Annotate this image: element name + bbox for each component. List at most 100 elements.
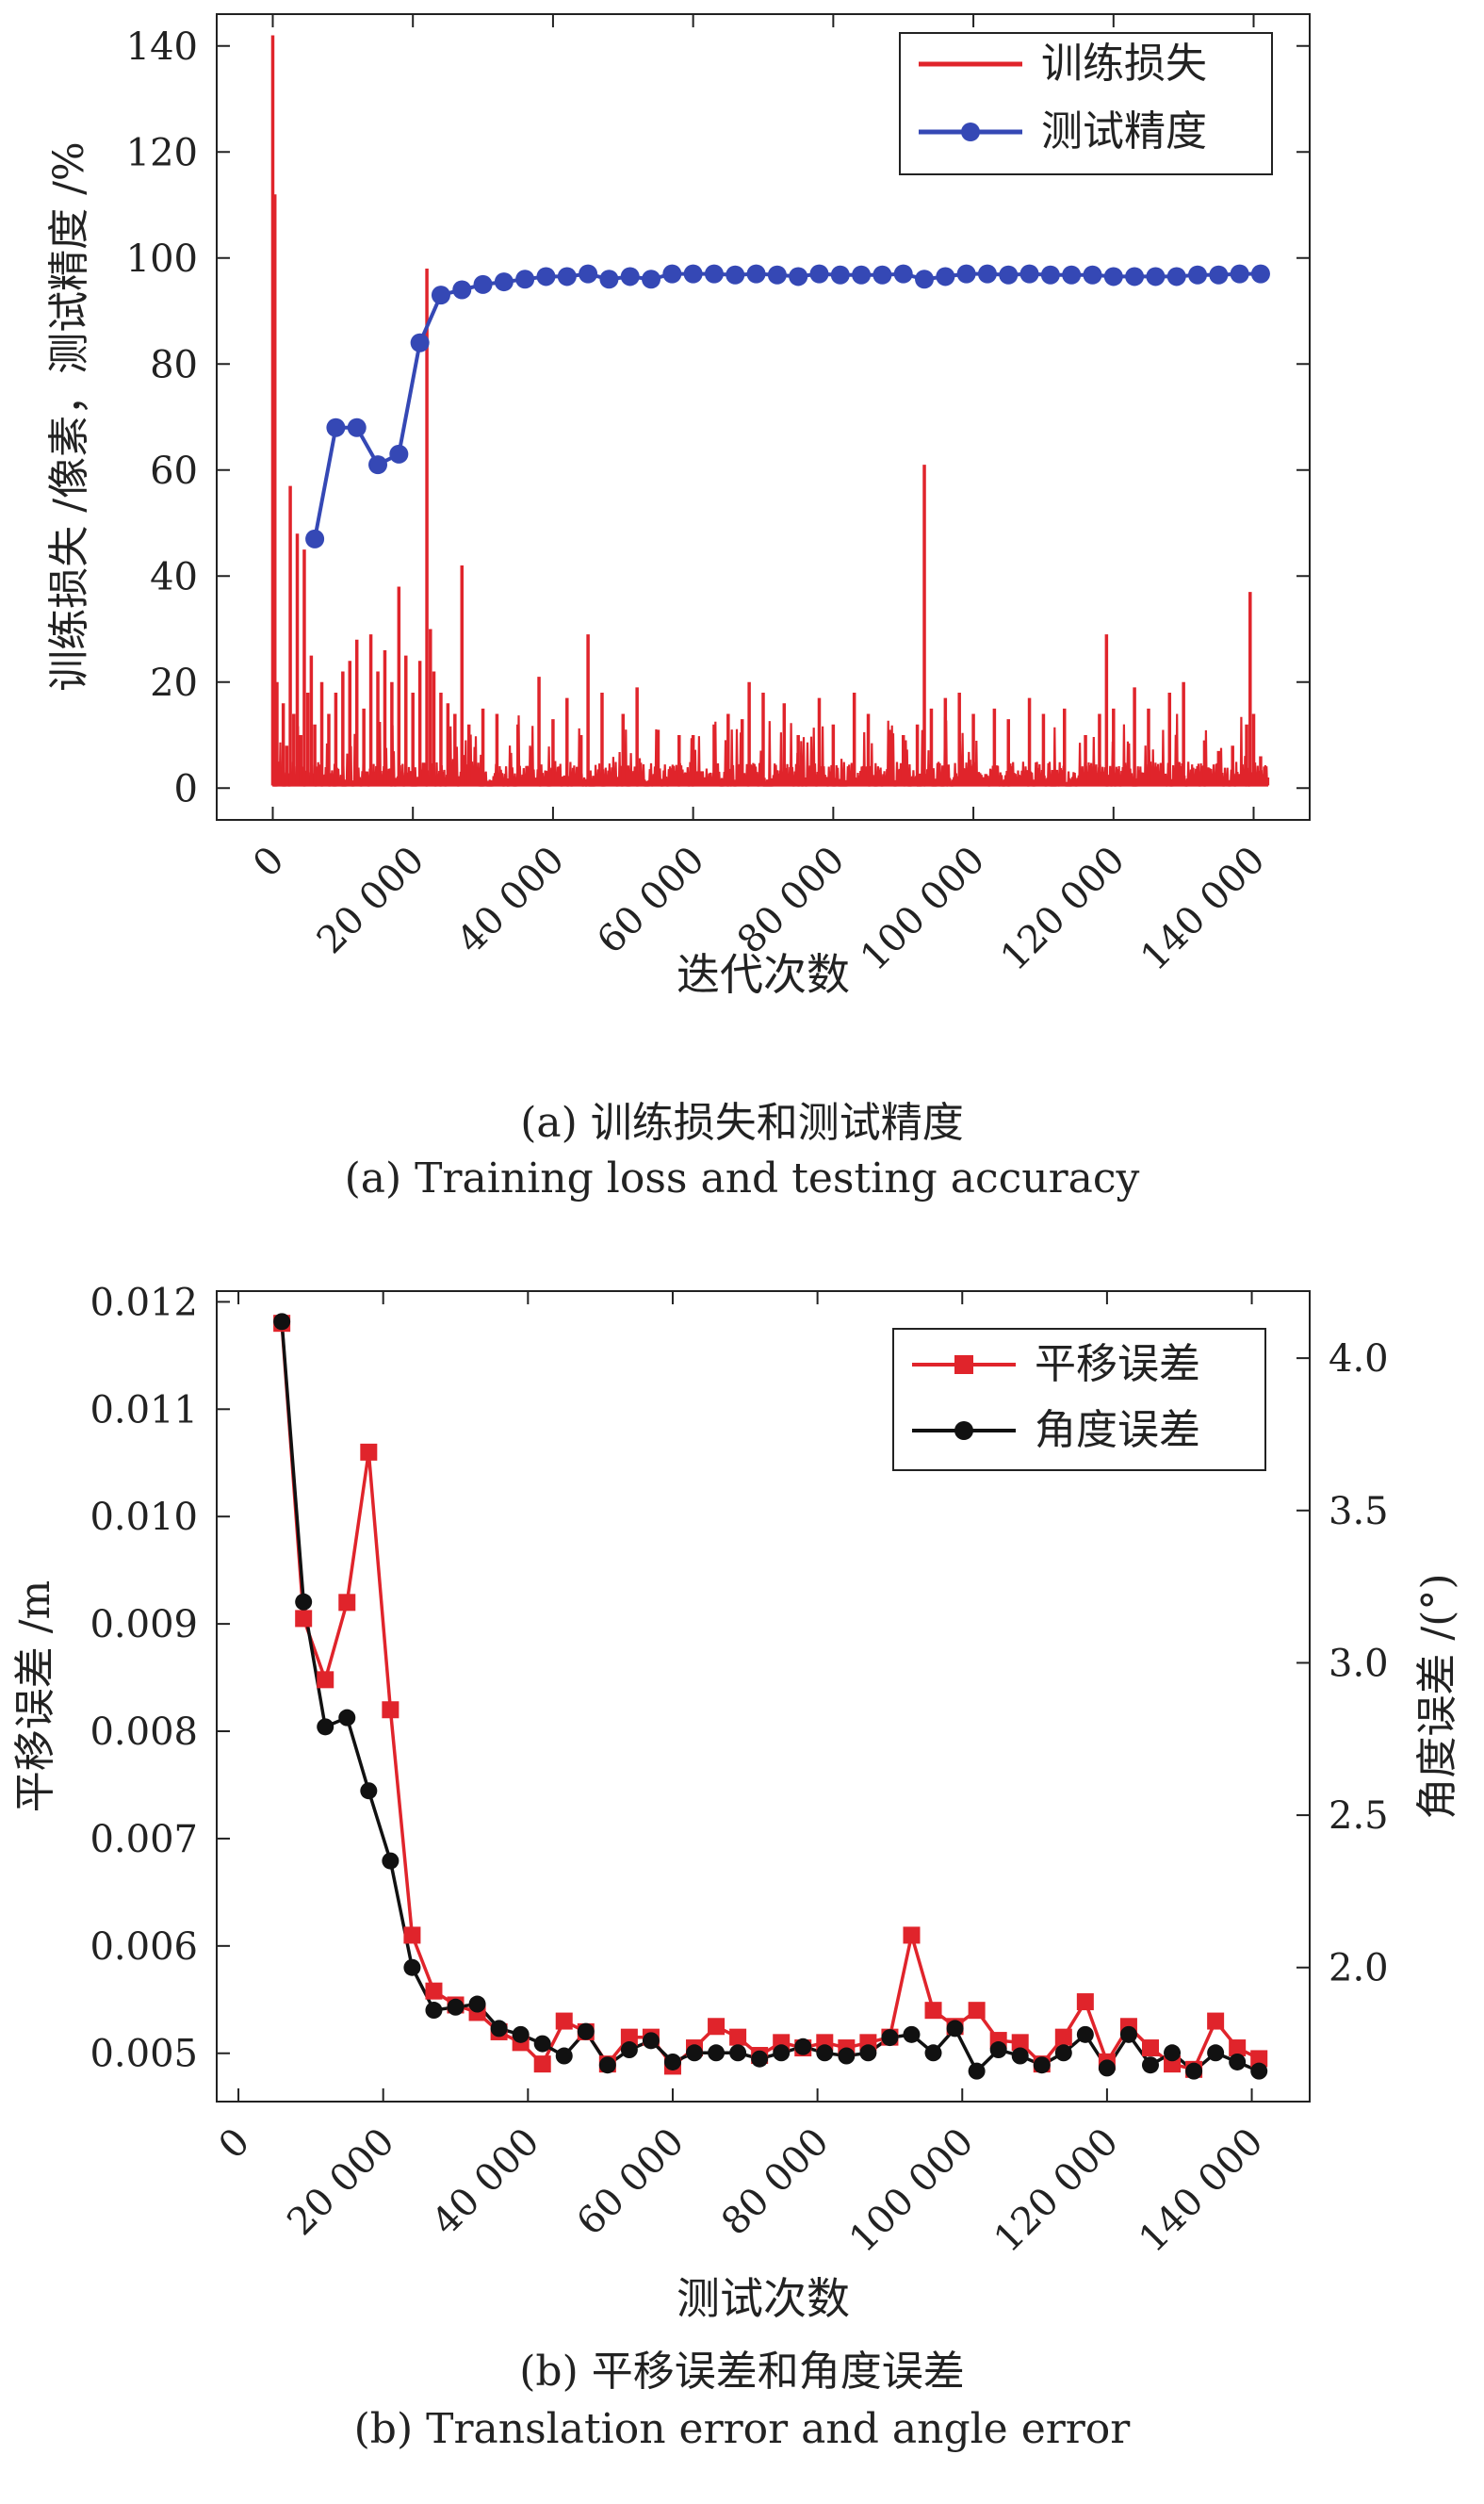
chart-a-x-tick-label: 0 (245, 839, 293, 887)
angle-error-point (1076, 2025, 1094, 2043)
chart-b-right-y-tick-label: 2.0 (1329, 1947, 1389, 1990)
angle-error-point (794, 2038, 812, 2055)
angle-error-point (382, 1852, 400, 1870)
angle-error-point (533, 2035, 551, 2053)
test-accuracy-point (1019, 264, 1039, 284)
angle-error-point (1011, 2047, 1029, 2065)
translation-error-point (360, 1443, 378, 1461)
angle-error-point (1033, 2056, 1051, 2074)
chart-b-x-tick-label: 40 000 (424, 2120, 547, 2244)
translation-error-point (1207, 2012, 1225, 2030)
test-accuracy-point (977, 264, 997, 284)
angle-error-point (989, 2041, 1007, 2059)
test-accuracy-point (1040, 265, 1060, 285)
test-accuracy-point (1230, 264, 1249, 284)
angle-error-point (1141, 2056, 1159, 2074)
chart-a-y-tick-label: 40 (150, 555, 198, 598)
chart-b-left-y-tick-label: 0.009 (90, 1603, 198, 1646)
translation-error-point (729, 2028, 747, 2046)
chart-a-y-tick-label: 0 (174, 767, 198, 810)
chart-b-left-y-tick-label: 0.006 (90, 1925, 198, 1969)
angle-error-point (1054, 2044, 1072, 2062)
angle-error-point (663, 2053, 681, 2070)
test-accuracy-point (1250, 264, 1270, 284)
chart-b-x-tick-label: 0 (211, 2120, 259, 2168)
chart-a-y-tick-label: 80 (150, 343, 198, 386)
chart-a-training-loss-accuracy: 0 20 000 40 000 60 000 80 000 100 000 120 000 1… (45, 13, 1311, 1000)
test-accuracy-point (704, 264, 724, 284)
test-accuracy-point (915, 270, 935, 289)
chart-b-right-y-tick-label: 2.5 (1329, 1794, 1389, 1838)
chart-a-x-tick-label: 140 000 (1133, 839, 1273, 979)
chart-a-y-tick-label: 60 (150, 450, 198, 493)
chart-b-left-y-axis-label: 平移误差 /m (11, 1580, 59, 1813)
angle-error-point (968, 2062, 986, 2080)
angle-error-point (1185, 2062, 1203, 2080)
legend-label-translation-error: 平移误差 (1035, 1340, 1200, 1388)
angle-error-point (447, 1998, 465, 2016)
angle-error-point (686, 2044, 704, 2062)
angle-error-point (903, 2025, 921, 2043)
chart-b-left-y-tick-label: 0.010 (90, 1496, 198, 1539)
angle-error-point (1229, 2053, 1247, 2070)
angle-error-point (642, 2032, 660, 2050)
translation-error-point (1054, 2028, 1072, 2046)
test-accuracy-point (326, 417, 346, 437)
chart-b-x-tick-label: 140 000 (1131, 2120, 1271, 2261)
angle-error-point (295, 1593, 313, 1611)
chart-b-left-y-tick-label: 0.011 (90, 1388, 198, 1432)
test-accuracy-point (852, 265, 872, 285)
chart-a-y-tick-label: 120 (126, 131, 198, 174)
angle-error-point (1207, 2044, 1225, 2062)
test-accuracy-point (368, 455, 388, 475)
angle-error-point (512, 2025, 530, 2043)
test-accuracy-point (1166, 267, 1186, 286)
test-accuracy-point (515, 270, 535, 289)
panel-b: 0 20 000 40 000 60 000 80 000 100 000 120 000 1… (0, 1263, 1484, 2347)
test-accuracy-point (683, 264, 703, 284)
angle-error-line (280, 1321, 1260, 2074)
translation-error-point (403, 1926, 421, 1944)
angle-error-point (338, 1709, 356, 1727)
angle-error-point (598, 2056, 616, 2074)
test-accuracy-point (767, 265, 787, 285)
test-accuracy-point (936, 267, 955, 286)
test-accuracy-point (1083, 265, 1102, 285)
test-accuracy-point (642, 270, 661, 289)
chart-b-translation-angle-error: 0 20 000 40 000 60 000 80 000 100 000 120 000 1… (11, 1281, 1461, 2324)
legend-label-training-loss: 训练损失 (1041, 40, 1207, 88)
chart-b-right-y-tick-label: 3.0 (1329, 1642, 1389, 1685)
chart-b-right-y-axis-label: 角度误差 /(°) (1413, 1573, 1461, 1819)
training-loss-noise-band (271, 713, 1268, 787)
test-accuracy-point (746, 264, 766, 284)
translation-error-point (1076, 1993, 1094, 2011)
test-accuracy-point (1188, 265, 1208, 285)
test-accuracy-point (579, 264, 598, 284)
test-accuracy-point (431, 286, 450, 305)
chart-b-left-y-tick-label: 0.012 (90, 1281, 198, 1324)
chart-b-x-tick-label: 60 000 (569, 2120, 693, 2244)
angle-error-point (1164, 2044, 1182, 2062)
chart-b-x-tick-label: 100 000 (841, 2120, 982, 2261)
test-accuracy-point (494, 272, 514, 292)
translation-error-point (1250, 2050, 1268, 2068)
angle-error-point (708, 2044, 726, 2062)
chart-a-x-tick-label: 20 000 (309, 839, 432, 962)
chart-a-x-tick-label: 60 000 (589, 839, 712, 962)
angle-error-point (1098, 2059, 1116, 2077)
test-accuracy-point (1103, 267, 1123, 286)
angle-error-point (1250, 2062, 1268, 2080)
caption-a-zh: (a) 训练损失和测试精度 (520, 1099, 964, 1147)
translation-error-line (280, 1323, 1260, 2071)
translation-error-point (1011, 2034, 1029, 2052)
chart-b-legend-box (892, 1328, 1266, 1471)
chart-a-x-tick-label: 120 000 (992, 839, 1133, 979)
caption-b-en: (b) Translation error and angle error (353, 2405, 1131, 2453)
legend-label-test-accuracy: 测试精度 (1041, 107, 1207, 155)
test-accuracy-point (809, 264, 829, 284)
angle-error-point (946, 2020, 964, 2038)
chart-a-x-tick-label: 40 000 (448, 839, 572, 962)
angle-error-point (924, 2044, 942, 2062)
angle-error-point (881, 2029, 899, 2047)
angle-error-point (425, 2002, 443, 2020)
